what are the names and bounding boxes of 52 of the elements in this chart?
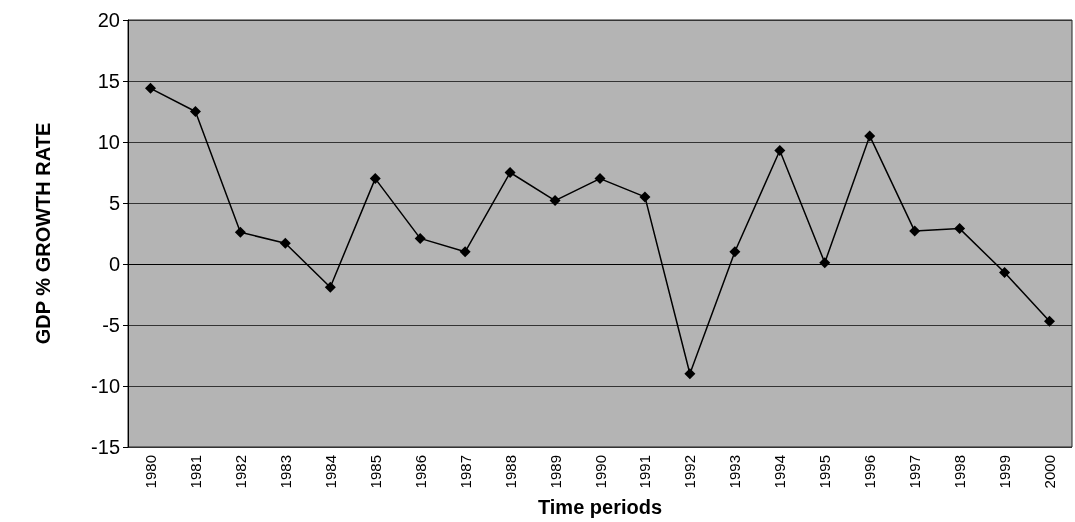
x-tick-label: 1999 — [996, 455, 1014, 489]
x-tick-label: 1984 — [321, 455, 339, 489]
y-tick-label: 20 — [97, 9, 120, 31]
point — [279, 237, 291, 249]
y-tick-label: 10 — [97, 131, 120, 153]
point — [144, 82, 156, 94]
x-tick-label: 1983 — [276, 455, 294, 489]
x-tick-label: 1994 — [771, 455, 789, 489]
y-tick-label: -15 — [91, 436, 120, 458]
x-tick-label: 2000 — [1041, 455, 1059, 489]
point — [774, 145, 786, 157]
x-tick-label: 1991 — [636, 455, 654, 489]
point — [954, 223, 966, 235]
y-tick-label: -5 — [102, 314, 120, 336]
y-tick-label: 0 — [108, 253, 120, 275]
y-tick-label: -10 — [91, 375, 120, 397]
x-tick-label: 1982 — [231, 455, 249, 489]
point — [459, 246, 471, 258]
x-tick-label: 1981 — [186, 455, 204, 489]
point — [594, 173, 606, 185]
point — [324, 281, 336, 293]
y-tick-label: 5 — [108, 192, 120, 214]
x-axis-title: Time periods — [537, 496, 663, 518]
point — [999, 267, 1011, 279]
y-tick-label: 15 — [97, 70, 120, 92]
x-tick-label: 1998 — [951, 455, 969, 489]
point — [414, 232, 426, 244]
x-tick-label: 1985 — [366, 455, 384, 489]
x-tick-label: 1992 — [681, 455, 699, 489]
point — [504, 167, 516, 178]
point — [369, 173, 381, 185]
point — [684, 368, 696, 380]
x-tick-label: 1988 — [501, 455, 519, 489]
point — [729, 246, 741, 258]
x-tick-label: 1987 — [456, 455, 474, 489]
point — [639, 191, 651, 203]
x-tick-label: 1993 — [726, 455, 744, 489]
x-tick-label: 1995 — [816, 455, 834, 489]
point — [234, 226, 246, 238]
x-tick-label: 1996 — [861, 455, 879, 489]
x-tick-label: 1980 — [141, 455, 159, 489]
y-axis-title: GDP % GROWTH RATE — [32, 122, 54, 345]
point — [864, 130, 876, 142]
x-tick-label: 1997 — [906, 455, 924, 489]
point — [909, 225, 921, 237]
x-tick-label: 1986 — [411, 455, 429, 489]
point — [1044, 315, 1056, 327]
point — [819, 257, 831, 269]
point — [189, 106, 201, 117]
x-tick-label: 1989 — [546, 455, 564, 489]
x-tick-label: 1990 — [591, 455, 609, 489]
point — [549, 195, 561, 207]
